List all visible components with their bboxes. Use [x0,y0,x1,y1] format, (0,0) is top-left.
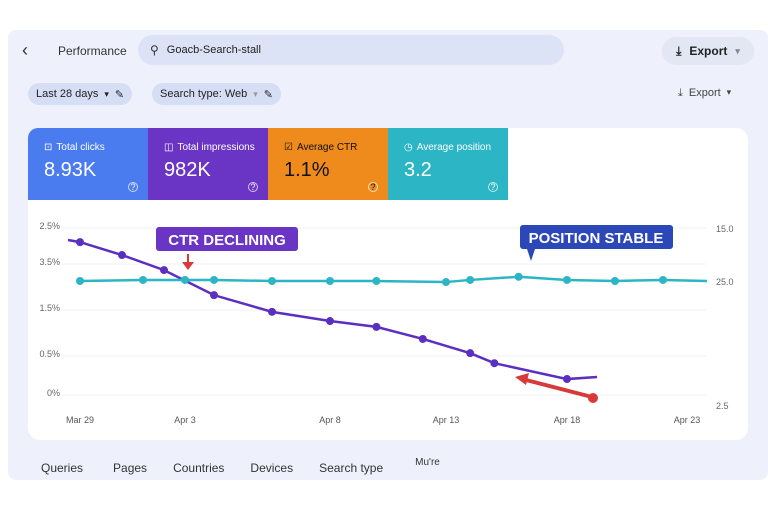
x-tick-label: Apr 3 [174,415,196,425]
left-tick-label: 0% [47,388,60,398]
export-label: Export [689,44,728,58]
chevron-down-icon: ▾ [735,45,740,56]
checkbox-icon: ☑ [284,142,293,153]
metric-total-clicks[interactable]: ⊡ Total clicks 8.93K? [28,128,148,200]
search-input[interactable]: ⚲ Goacb-Search-stall [138,35,564,65]
x-tick-label: Apr 23 [674,415,701,425]
page-title: Performance [58,44,127,58]
metric-label: Average CTR [296,142,358,153]
data-point [659,275,667,284]
data-point [418,334,427,343]
metric-value: 982K [164,159,211,181]
date-range-label: Last 28 days [36,88,99,100]
down-arrow-icon [182,254,194,270]
annotation-ctr-declining: CTR DECLINING [156,227,298,270]
export-secondary-button[interactable]: ⤓ Export ▾ [678,87,731,100]
info-icon[interactable]: ? [248,182,258,192]
data-point [466,275,475,284]
tab-pages[interactable]: Pages [113,461,148,475]
tab-search-type[interactable]: Search type [319,461,384,475]
data-point [466,349,475,358]
back-icon[interactable]: ‹ [22,40,28,60]
data-point [611,277,619,285]
dimension-tabs: Queries Pages Countries Devices Search t… [41,457,440,475]
tab-countries[interactable]: Countries [173,461,225,475]
data-point [490,359,499,368]
left-tick-label: 3.5% [39,257,60,267]
right-tick-label: 25.0 [716,277,734,287]
right-tick-label: 15.0 [716,224,734,234]
data-point [268,307,276,316]
data-point [442,278,450,287]
position-icon: ◷ [404,142,413,153]
data-point [76,277,84,285]
metric-average-ctr[interactable]: ☑ Average CTR 1.1%? [268,128,388,200]
download-icon: ⤓ [676,43,682,58]
data-point [563,275,571,284]
data-point [326,277,334,285]
data-point [563,375,571,384]
tab-queries[interactable]: Queries [41,461,84,475]
data-point [118,251,126,260]
data-point [139,275,147,284]
date-range-filter[interactable]: Last 28 days ▾ ✎ [28,83,133,105]
info-icon[interactable]: ? [128,182,138,192]
data-point [326,317,334,326]
edit-icon: ✎ [114,88,125,101]
clicks-icon: ⊡ [44,142,53,153]
data-point [372,322,381,331]
data-point [181,275,189,284]
data-point [514,272,523,281]
search-type-filter[interactable]: Search type: Web ▾ ✎ [152,83,281,105]
left-tick-label: 2.5% [39,221,60,231]
x-tick-label: Mar 29 [66,415,94,425]
chevron-down-icon: ▾ [253,88,258,99]
x-tick-label: Apr 18 [554,415,581,425]
download-icon: ⤓ [678,87,683,99]
tab-more[interactable]: Mu're [415,457,440,468]
metric-average-position[interactable]: ◷ Average position 3.2? [388,128,508,200]
metric-label: Average position [416,142,492,153]
data-point [76,238,84,247]
export-button[interactable]: ⤓ Export ▾ [662,37,754,65]
info-icon[interactable]: ? [488,182,498,192]
data-point [210,291,218,300]
annotation-text: POSITION STABLE [529,230,664,247]
data-point [160,266,168,275]
metric-total-impressions[interactable]: ◫ Total impressions 982K? [148,128,268,200]
x-tick-label: Apr 13 [433,415,460,425]
metric-value: 3.2 [404,159,432,181]
right-tick-label: 2.5 [716,401,729,411]
edit-icon: ✎ [263,88,273,101]
chevron-down-icon: ▾ [726,87,732,97]
data-point [210,275,218,284]
export-label: Export [688,87,721,99]
data-point [268,277,276,285]
left-tick-label: 1.5% [39,303,60,313]
annotation-text: CTR DECLINING [168,232,286,249]
left-tick-label: 0.5% [39,349,60,359]
metric-label: Total clicks [56,142,105,153]
series-line [79,275,708,284]
metric-label: Total impressions [177,142,255,153]
metric-value: 8.93K [44,159,97,181]
data-point [372,277,381,285]
metric-value: 1.1% [284,159,330,181]
info-icon[interactable]: ? [368,182,378,192]
tab-devices[interactable]: Devices [250,461,294,475]
search-type-label: Search type: Web [160,88,248,100]
search-icon: ⚲ [150,43,159,57]
annotation-position-stable: POSITION STABLE [520,225,673,261]
impressions-icon: ◫ [164,142,174,153]
red-trend-arrow [515,373,598,403]
search-value: Goacb-Search-stall [166,44,261,56]
chevron-down-icon: ▾ [104,88,109,99]
x-tick-label: Apr 8 [319,415,341,425]
